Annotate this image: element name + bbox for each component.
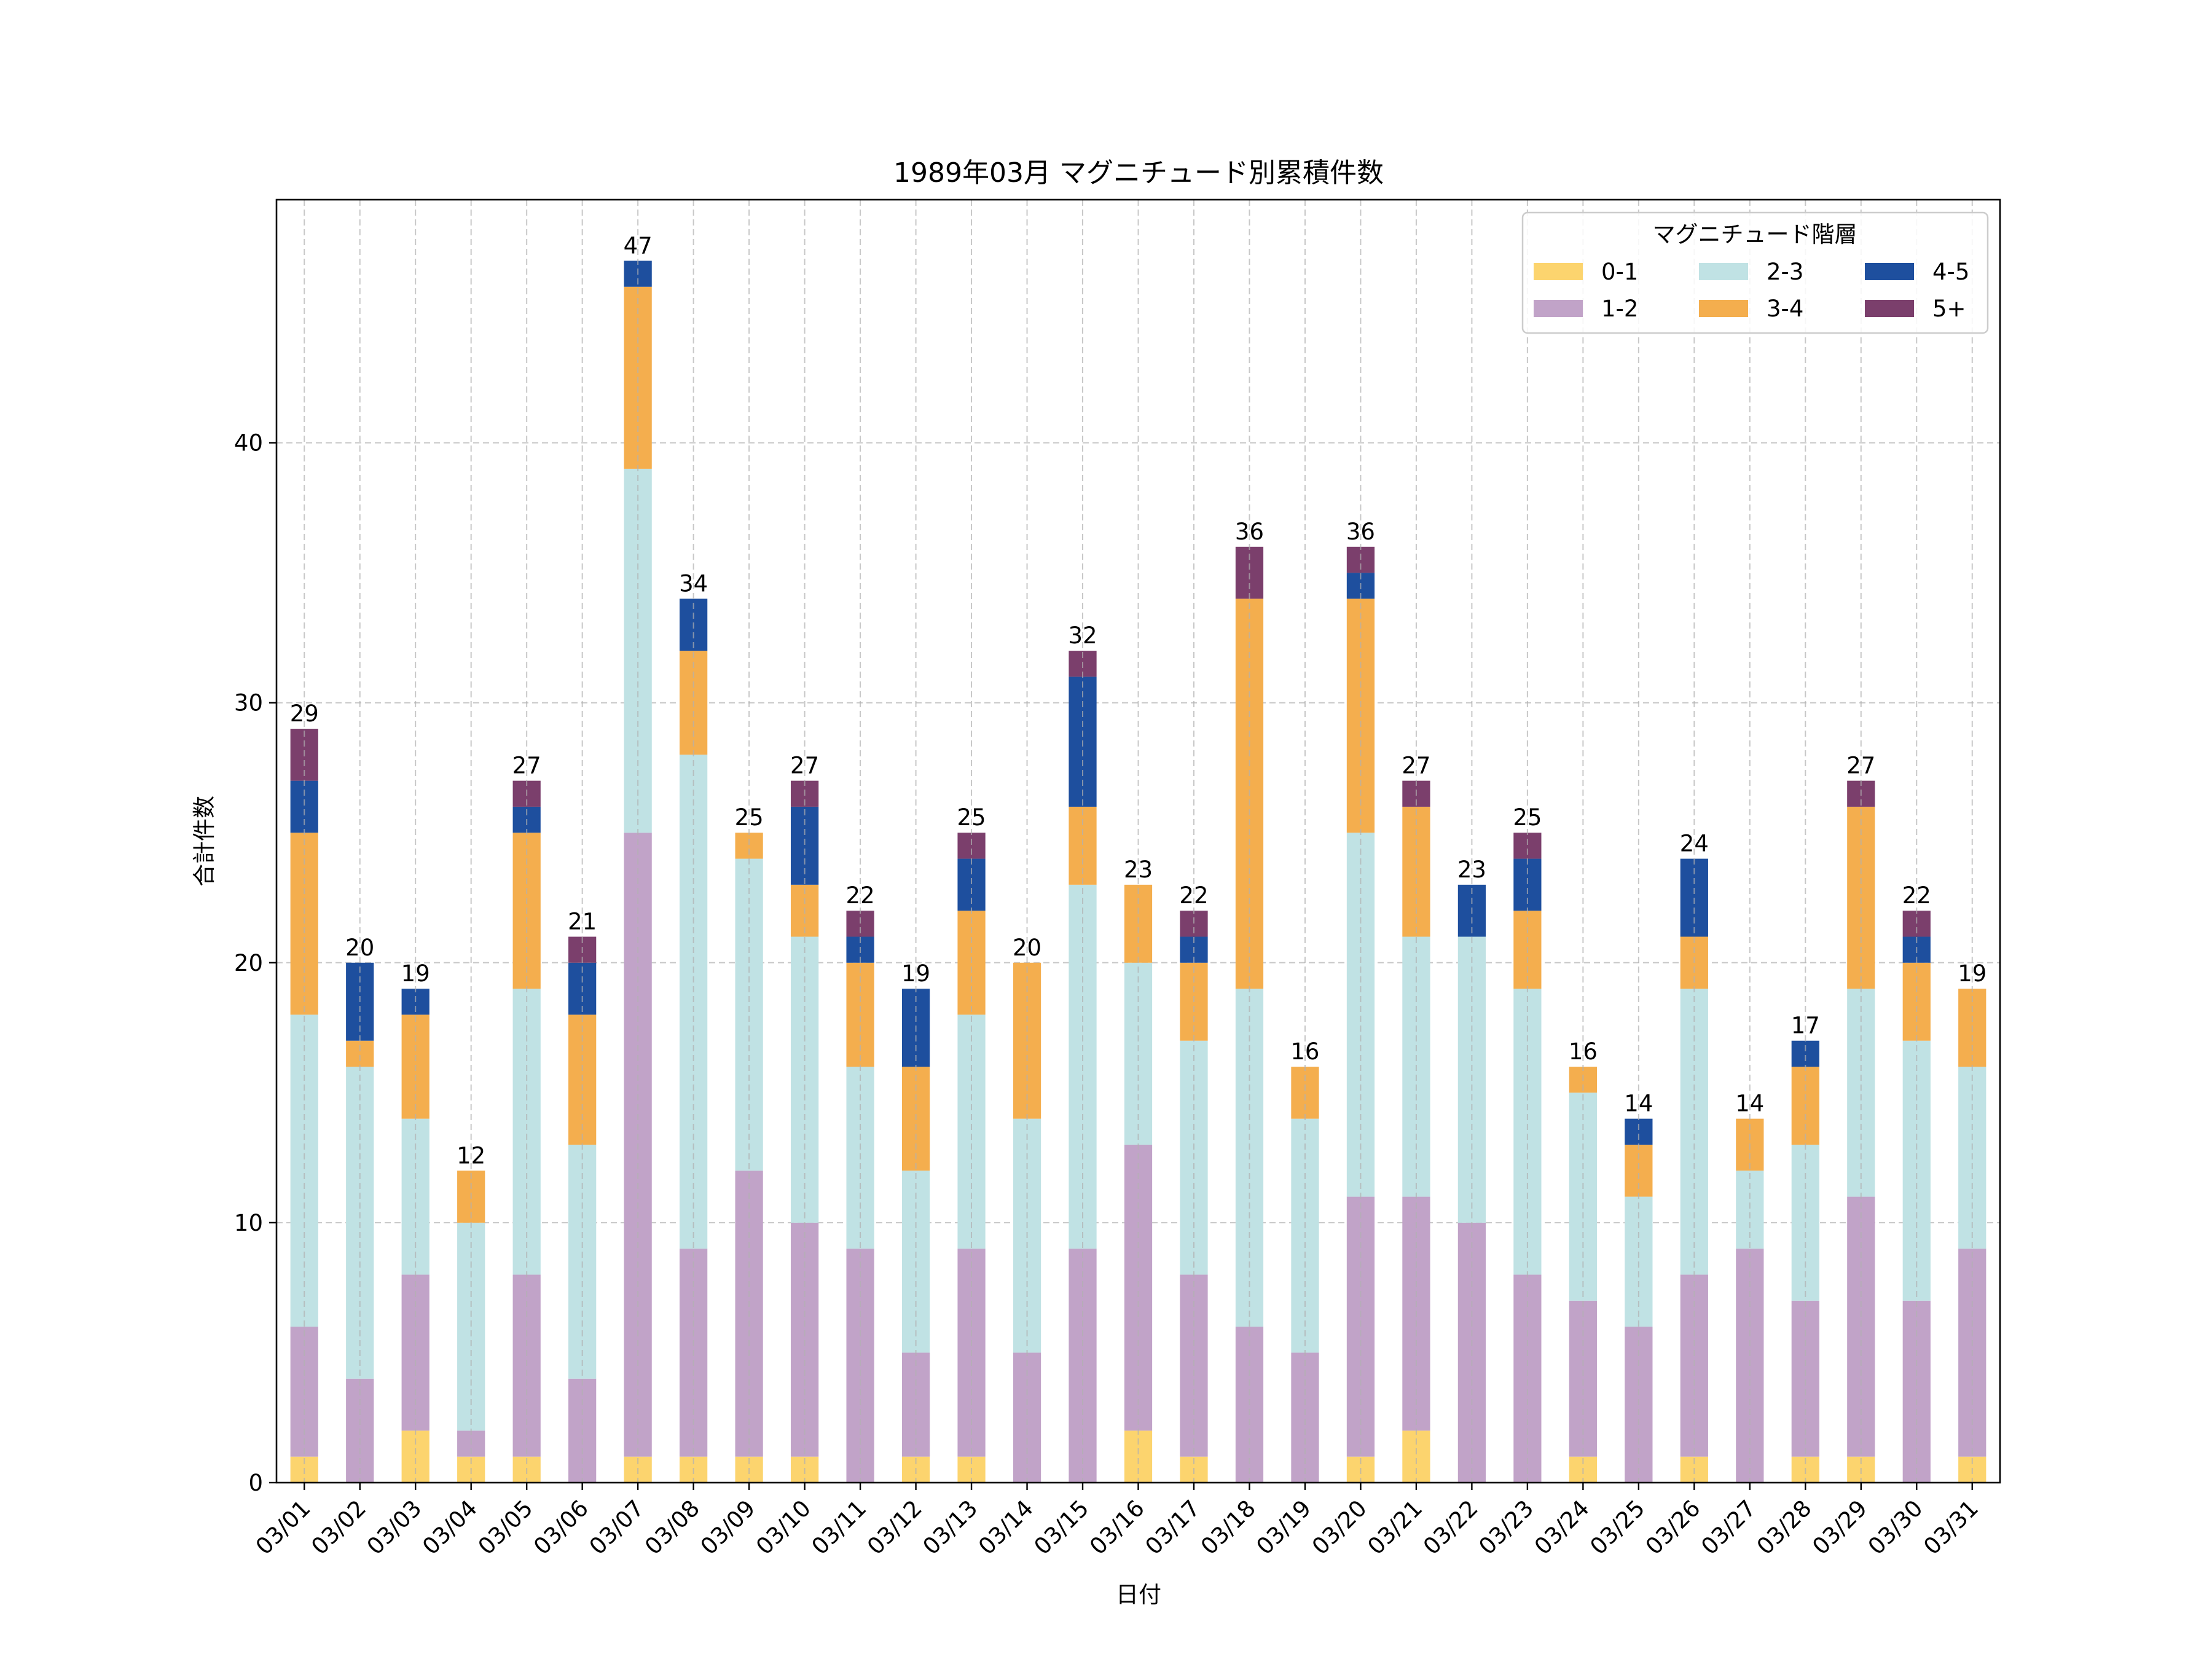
legend-title: マグニチュード階層 [1653, 221, 1857, 248]
legend-swatch-0-1 [1534, 263, 1583, 280]
bar-segment-3-4 [346, 1040, 374, 1067]
bar-segment-5+ [957, 833, 986, 859]
bar-total-label: 16 [1290, 1038, 1319, 1065]
y-axis-title: 合計件数 [191, 796, 218, 887]
bar-segment-2-3 [957, 1014, 986, 1249]
bar-total-label: 36 [1346, 519, 1375, 545]
bar-total-label: 19 [901, 960, 930, 987]
bar-segment-1-2 [1513, 1274, 1542, 1483]
legend-label-1-2: 1-2 [1601, 296, 1638, 322]
y-tick-label: 20 [234, 950, 263, 976]
legend-label-4-5: 4-5 [1932, 259, 1969, 285]
y-tick-label: 40 [234, 430, 263, 457]
legend-label-3-4: 3-4 [1767, 296, 1803, 322]
x-axis-title: 日付 [1116, 1582, 1161, 1608]
grid-overlay [304, 200, 1973, 1483]
bar-total-label: 23 [1457, 857, 1486, 883]
bar-segment-5+ [1513, 833, 1542, 859]
bar-total-label: 22 [846, 882, 875, 909]
bar-total-label: 20 [1013, 935, 1041, 961]
bar-total-label: 34 [679, 570, 708, 597]
legend: マグニチュード階層 0-1 1-2 2-3 3-4 4-5 5+ [1521, 211, 1989, 334]
bar-total-label: 22 [1902, 882, 1931, 909]
bar-total-label: 19 [401, 960, 430, 987]
bar-total-label: 22 [1179, 882, 1208, 909]
bar-total-label: 23 [1124, 857, 1153, 883]
bar-total-label: 21 [568, 908, 597, 935]
y-tick-label: 30 [234, 690, 263, 716]
legend-label-5+: 5+ [1932, 296, 1966, 322]
bar-total-label: 24 [1680, 831, 1709, 857]
bar-segment-4-5 [1625, 1118, 1653, 1145]
bar-total-label: 25 [735, 804, 764, 831]
bar-total-label: 27 [1402, 753, 1430, 779]
y-tick-label: 0 [248, 1470, 263, 1496]
y-tick-label: 10 [234, 1210, 263, 1236]
bar-total-label: 14 [1735, 1091, 1764, 1117]
legend-swatch-4-5 [1865, 263, 1914, 280]
bar-total-label: 27 [1846, 753, 1875, 779]
bar-segment-4-5 [1791, 1040, 1819, 1067]
bar-total-label: 19 [1958, 960, 1986, 987]
bar-total-label: 36 [1235, 519, 1264, 545]
bar-total-label: 17 [1791, 1013, 1820, 1039]
legend-swatch-5+ [1865, 300, 1914, 317]
legend-label-2-3: 2-3 [1767, 259, 1803, 285]
legend-swatch-2-3 [1699, 263, 1748, 280]
bar-segment-3-4 [735, 833, 763, 859]
legend-swatch-3-4 [1699, 300, 1748, 317]
bar-total-label: 20 [345, 935, 374, 961]
bar-segment-3-4 [1291, 1067, 1319, 1119]
bar-segment-2-3 [290, 1014, 318, 1327]
legend-swatch-1-2 [1534, 300, 1583, 317]
chart-title: 1989年03月 マグニチュード別累積件数 [893, 157, 1384, 189]
bar-total-label: 27 [512, 753, 541, 779]
bar-total-label: 25 [1513, 804, 1542, 831]
bar-total-label: 16 [1569, 1038, 1598, 1065]
bar-total-label: 25 [957, 804, 986, 831]
bar-total-label: 12 [457, 1142, 485, 1169]
bar-segment-2-3 [1346, 833, 1375, 1197]
bar-total-label: 32 [1068, 622, 1097, 649]
bar-segment-2-3 [624, 468, 652, 833]
bar-total-label: 47 [624, 232, 653, 259]
total-labels: 29 20 19 12 27 21 47 34 25 27 22 19 25 20 32 23 22 36 16 36… [290, 232, 1987, 1169]
bar-total-label: 27 [790, 753, 819, 779]
bar-total-label: 29 [290, 700, 319, 727]
legend-label-0-1: 0-1 [1601, 259, 1638, 285]
bar-total-label: 14 [1624, 1091, 1653, 1117]
bar-segment-2-3 [1847, 989, 1875, 1197]
